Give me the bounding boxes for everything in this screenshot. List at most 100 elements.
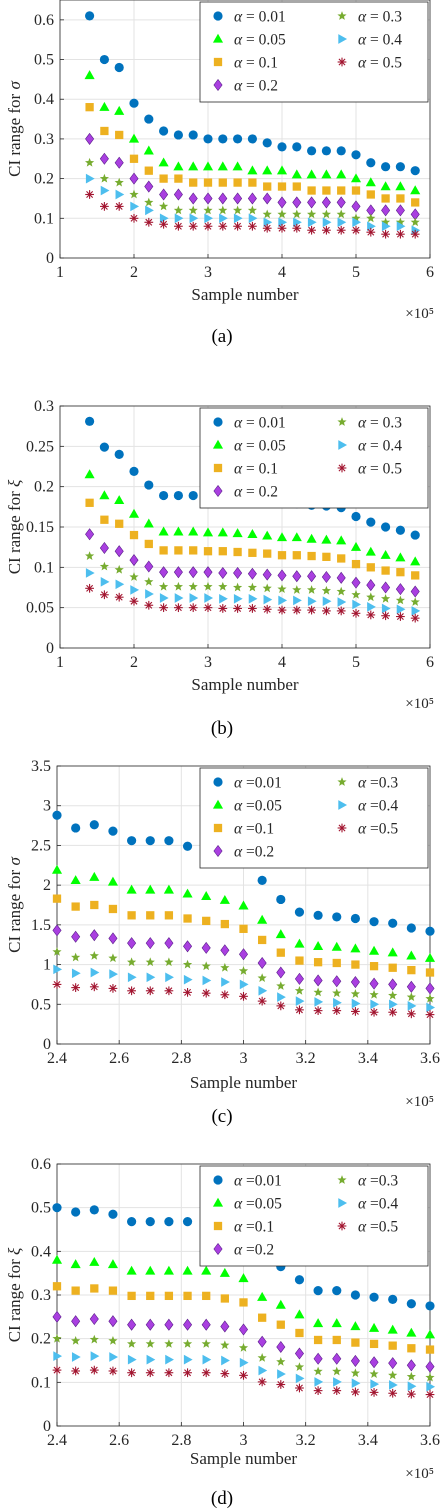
data-point [183, 1354, 193, 1365]
data-point [201, 1265, 212, 1275]
y-tick-label: 0.3 [34, 398, 54, 415]
data-point [407, 1001, 417, 1011]
data-point [369, 1292, 379, 1302]
data-point [294, 907, 305, 917]
data-point [294, 985, 305, 995]
legend-marker [338, 1198, 348, 1208]
data-point [52, 810, 62, 820]
legend-entry: α = 0.1 [234, 55, 278, 72]
y-tick-label: 0.1 [34, 559, 54, 576]
data-point [248, 548, 257, 557]
data-point [369, 1356, 379, 1369]
data-point [144, 577, 154, 586]
data-point [115, 579, 125, 590]
data-point [144, 480, 154, 490]
data-point [322, 552, 331, 561]
data-point [221, 1355, 230, 1366]
data-point [127, 937, 137, 950]
data-point [188, 566, 198, 579]
data-point [218, 604, 228, 613]
data-point [71, 930, 81, 943]
legend-entry: α =0.3 [358, 775, 398, 792]
data-point [292, 196, 302, 209]
data-point [127, 1291, 136, 1301]
data-point [248, 221, 257, 231]
legend-marker [212, 1197, 224, 1207]
data-point [218, 192, 228, 205]
data-point [127, 1354, 137, 1365]
data-point [202, 161, 214, 171]
data-point [182, 888, 193, 898]
data-point [295, 1383, 304, 1393]
y-axis-label: CI range for ξ [5, 1247, 24, 1342]
data-point [115, 519, 124, 528]
data-point [313, 1286, 323, 1296]
series-a03 [85, 157, 420, 227]
data-point [89, 1334, 99, 1344]
data-point [52, 1203, 62, 1213]
data-point [129, 213, 139, 223]
data-point [144, 600, 154, 610]
legend-marker [213, 463, 223, 473]
data-point [188, 161, 199, 171]
data-point [85, 416, 95, 426]
chart-a: 1 2 3 4 5 6 0 0.1 0.2 0.3 0.4 0.5 0.6 Sample number ×1… [5, 0, 434, 347]
data-point [202, 975, 212, 986]
data-point [351, 576, 361, 589]
data-point [410, 185, 421, 195]
data-point [276, 1001, 286, 1011]
legend-entry: α =0.01 [234, 775, 282, 792]
y-tick-label: 0 [43, 1036, 51, 1053]
data-point [425, 982, 435, 995]
data-point [108, 953, 118, 963]
x-tick-label: 3.4 [358, 1432, 378, 1449]
data-point [333, 997, 342, 1008]
legend-entry: α =0.5 [358, 1219, 398, 1236]
data-point [90, 1284, 99, 1293]
legend: α =0.01 α =0.05 α =0.1 α =0.2 α =0.3 α =0.4 α … [199, 1165, 429, 1267]
data-point [189, 178, 198, 187]
x-tick-label: 3 [204, 654, 212, 671]
data-point [262, 165, 273, 175]
data-point [239, 1370, 248, 1380]
data-point [107, 1259, 119, 1269]
data-point [219, 593, 228, 604]
data-point [410, 613, 420, 623]
data-point [276, 1320, 285, 1329]
data-point [183, 1291, 192, 1301]
x-tick-label: 5 [352, 654, 360, 671]
data-point [164, 1368, 174, 1378]
data-point [183, 1318, 193, 1331]
data-point [426, 1381, 436, 1392]
data-point [144, 197, 154, 207]
data-point [85, 551, 95, 560]
legend-entry: α =0.3 [358, 1173, 398, 1190]
data-point [277, 196, 287, 209]
legend-entry: α = 0.2 [234, 78, 278, 95]
data-point [159, 490, 169, 501]
data-point [381, 566, 390, 575]
panel-caption: (b) [211, 718, 233, 739]
panel-c: 2.4 2.6 2.8 3 3.2 3.4 3.6 0 0.5 1 1.5 2 2.5 3 3.5 Sampl… [0, 756, 440, 1134]
data-point [201, 1339, 211, 1348]
data-point [395, 595, 405, 605]
data-point [307, 217, 317, 228]
data-point [410, 530, 420, 540]
data-point [425, 1010, 435, 1019]
data-point [233, 582, 243, 592]
data-point [145, 1217, 155, 1227]
data-point [70, 875, 81, 885]
legend-marker [337, 1221, 347, 1231]
panel-caption: (d) [211, 1488, 233, 1509]
panel-caption: (c) [211, 1106, 232, 1127]
data-point [351, 511, 361, 522]
data-point [351, 1378, 361, 1389]
data-point [276, 966, 286, 979]
data-point [407, 1344, 416, 1353]
legend-entry: α = 0.2 [234, 484, 278, 501]
data-point [351, 1387, 360, 1397]
data-point [277, 1369, 286, 1379]
data-point [262, 223, 272, 233]
data-point [332, 912, 342, 922]
data-point [71, 968, 81, 979]
